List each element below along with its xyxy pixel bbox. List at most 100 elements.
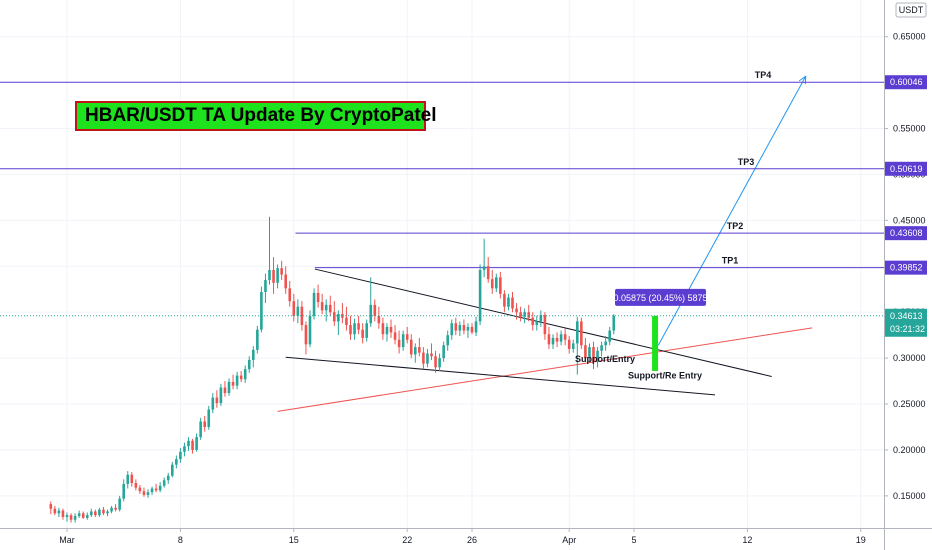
candle-body [426,353,429,364]
countdown-text: 03:21:32 [890,324,925,334]
tp-level-lines: TP4 TP3 TP2 TP1 [0,70,884,269]
x-tick-label: 8 [178,535,183,545]
currency-label: USDT [899,5,924,15]
candle-body [162,480,166,486]
candle-body [227,381,231,394]
candle-body [503,293,506,307]
candle-body [247,359,251,370]
candle-body [134,483,138,488]
candle-body [81,513,85,518]
rising-support-line [277,327,813,412]
candle-body [567,339,571,349]
candle-body [478,269,482,322]
wedge-top-line [314,268,772,377]
candle-body [146,492,150,495]
candle-body [90,511,93,516]
x-tick-label: 12 [742,535,752,545]
candle-body [466,326,470,331]
candle-body [284,274,287,289]
candle-body [171,464,174,476]
candle-body [608,330,611,342]
candle-body [316,292,320,303]
candle-body [588,347,591,359]
candle-body [199,421,202,438]
candle-body [596,350,599,362]
candle-body [106,511,109,514]
candle-body [166,475,170,481]
candle-body [357,323,360,330]
candle-body [175,459,178,465]
candle-body [77,513,81,517]
candle-body [207,409,211,427]
candle-body [239,375,243,380]
candle-body [474,321,478,333]
measure-text: 0.05875 (20.45%) 5875 [613,293,707,303]
x-tick-label: 26 [467,535,477,545]
candle-body [126,474,130,484]
currency-label-box [895,2,927,18]
candle-body [260,292,263,330]
level-label-tp1: TP1 [722,256,739,266]
candle-body [150,488,154,493]
candle-body [300,306,304,326]
annotation-support-reentry: Support/Re Entry [628,370,702,380]
candle-body [535,321,539,326]
candle-body [369,304,373,324]
candle-body [507,297,510,307]
candle-body [272,269,275,283]
candle-body [264,280,267,293]
candle-body [195,437,198,450]
candle-body [563,334,567,340]
candle-body [385,326,389,335]
candle-body [430,353,433,357]
candle-body [53,508,57,514]
candle-body [280,268,283,275]
x-tick-label: 22 [402,535,412,545]
candle-body [365,323,368,338]
candle-body [482,266,486,270]
candle-body [490,279,494,289]
x-tick-label: 19 [856,535,866,545]
candle-body [333,312,336,322]
candle-body [515,308,518,313]
candle-body [361,329,364,338]
measure-badge [615,288,706,306]
candle-body [187,440,190,447]
candle-body [592,347,595,362]
level-price-text: 0.43608 [890,228,923,238]
candle-body [600,345,603,351]
candle-body [235,375,239,386]
candle-body [511,297,514,309]
level-price-badge [885,161,927,176]
candle-body [499,277,502,294]
candle-body [353,323,356,335]
candle-body [470,326,474,333]
candle-body [203,421,206,427]
candle-body [547,334,551,345]
candle-body [243,369,247,380]
candle-body [555,337,559,342]
candle-body [349,325,352,335]
candle-body [580,321,583,346]
candle-body [320,302,324,311]
candle-body [211,397,215,410]
candle-body [418,347,421,353]
candle-body [422,352,425,364]
candle-body [462,325,466,331]
candle-body [551,337,555,345]
x-tick-label: Mar [59,535,75,545]
candle-body [495,277,498,289]
candle-body [612,315,616,331]
time-axis[interactable]: Mar 8 15 22 26 Apr 5 12 19 [0,528,932,545]
current-price-badge [885,308,927,337]
price-axis[interactable]: 0.650000.600000.550000.500000.450000.400… [884,0,927,550]
candle-body [337,314,340,322]
candle-body [304,325,308,345]
candle-body [154,488,158,491]
candle-body [61,510,65,517]
x-tick-label: Apr [562,535,576,545]
candle-body [98,509,101,516]
candle-body [73,516,77,520]
candle-body [57,510,61,514]
